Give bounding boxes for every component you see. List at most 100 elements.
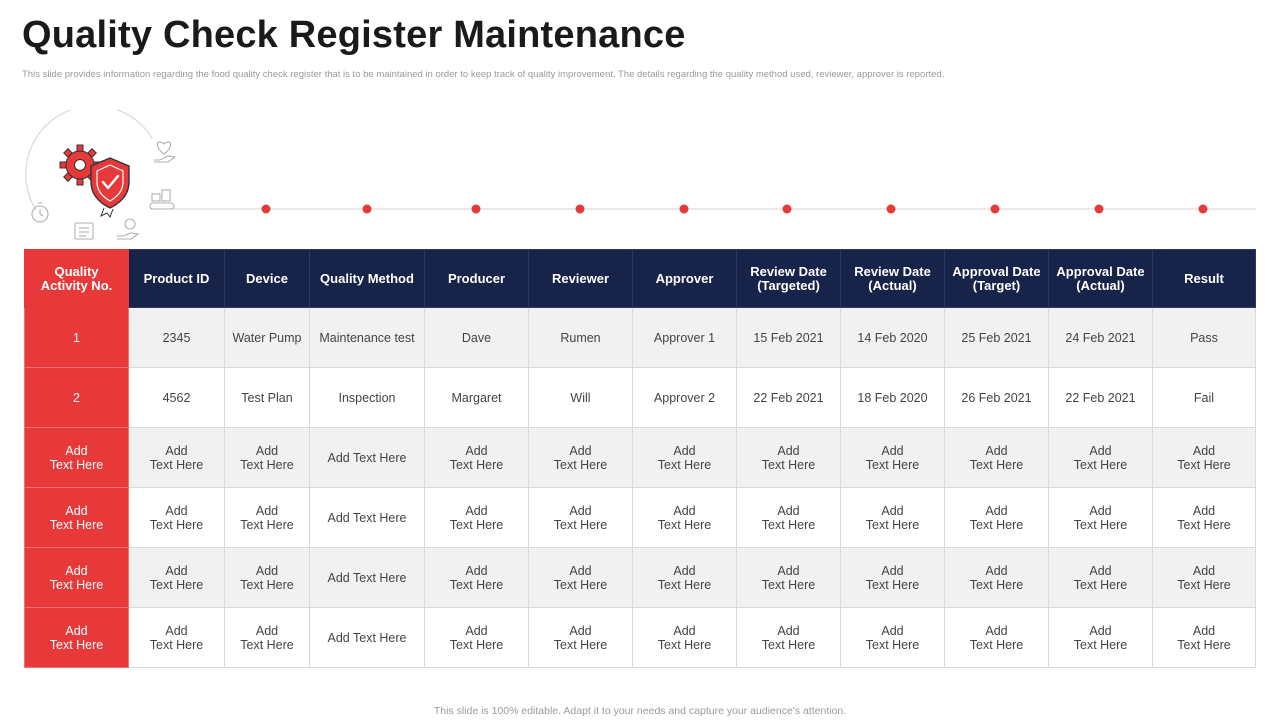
column-header: Approval Date (Target) xyxy=(944,249,1049,308)
table-cell: 22 Feb 2021 xyxy=(736,367,841,428)
table-cell: Approver 1 xyxy=(632,307,737,368)
table-cell: Add Text Here xyxy=(424,547,529,608)
table-cell: 22 Feb 2021 xyxy=(1048,367,1153,428)
table-cell: Add Text Here xyxy=(128,427,225,488)
activity-number-cell: Add Text Here xyxy=(24,547,129,608)
table-cell: Add Text Here xyxy=(309,607,425,668)
table-cell: Add Text Here xyxy=(224,427,310,488)
table-cell: Test Plan xyxy=(224,367,310,428)
table-cell: Add Text Here xyxy=(944,487,1049,548)
table-cell: Approver 2 xyxy=(632,367,737,428)
table-cell: Water Pump xyxy=(224,307,310,368)
table-cell: Fail xyxy=(1152,367,1256,428)
table-cell: Add Text Here xyxy=(840,607,945,668)
table-cell: Add Text Here xyxy=(128,487,225,548)
table-cell: Add Text Here xyxy=(424,427,529,488)
timeline-dot xyxy=(782,204,792,214)
table-row: 2 4562 Test Plan Inspection Margaret Will Appr… xyxy=(24,367,1256,428)
table-cell: Add Text Here xyxy=(309,487,425,548)
table-row: Add Text Here Add Text Here Add Text Here A… xyxy=(24,607,1256,668)
table-cell: Pass xyxy=(1152,307,1256,368)
table-cell: Dave xyxy=(424,307,529,368)
quality-register-table: Quality Activity No. Product ID Device Qual… xyxy=(24,249,1256,668)
table-cell: Add Text Here xyxy=(1048,487,1153,548)
table-cell: 14 Feb 2020 xyxy=(840,307,945,368)
table-cell: Add Text Here xyxy=(224,487,310,548)
column-header: Device xyxy=(224,249,310,308)
column-header: Reviewer xyxy=(528,249,633,308)
table-cell: Add Text Here xyxy=(632,427,737,488)
column-header: Review Date (Targeted) xyxy=(736,249,841,308)
table-cell: Add Text Here xyxy=(944,427,1049,488)
table-row: 1 2345 Water Pump Maintenance test Dave Rumen… xyxy=(24,307,1256,368)
table-cell: Add Text Here xyxy=(1048,427,1153,488)
table-cell: 26 Feb 2021 xyxy=(944,367,1049,428)
timeline-dot xyxy=(679,204,689,214)
table-cell: Margaret xyxy=(424,367,529,428)
column-header: Result xyxy=(1152,249,1256,308)
activity-number-cell: Add Text Here xyxy=(24,487,129,548)
table-cell: Add Text Here xyxy=(528,607,633,668)
table-cell: Add Text Here xyxy=(736,547,841,608)
conveyor-icon xyxy=(149,189,175,210)
table-cell: Add Text Here xyxy=(632,607,737,668)
table-cell: 18 Feb 2020 xyxy=(840,367,945,428)
table-cell: 15 Feb 2021 xyxy=(736,307,841,368)
column-header: Review Date (Actual) xyxy=(840,249,945,308)
timeline-dot xyxy=(261,204,271,214)
timeline-dot xyxy=(575,204,585,214)
timeline-dot xyxy=(362,204,372,214)
table-cell: Add Text Here xyxy=(736,427,841,488)
table-cell: Rumen xyxy=(528,307,633,368)
shield-check-icon xyxy=(90,157,130,219)
table-cell: Add Text Here xyxy=(424,487,529,548)
column-header: Quality Method xyxy=(309,249,425,308)
table-cell: Add Text Here xyxy=(736,607,841,668)
table-cell: Add Text Here xyxy=(1152,427,1256,488)
table-cell: Add Text Here xyxy=(736,487,841,548)
footer-note: This slide is 100% editable. Adapt it to… xyxy=(433,705,847,717)
column-header: Approver xyxy=(632,249,737,308)
timeline xyxy=(150,204,1256,214)
table-cell: Add Text Here xyxy=(944,547,1049,608)
column-header: Producer xyxy=(424,249,529,308)
table-cell: Maintenance test xyxy=(309,307,425,368)
activity-number-cell: 1 xyxy=(24,307,129,368)
table-cell: 4562 xyxy=(128,367,225,428)
table-cell: Add Text Here xyxy=(944,607,1049,668)
table-cell: Add Text Here xyxy=(128,547,225,608)
timeline-dot xyxy=(471,204,481,214)
hand-coin-icon xyxy=(117,218,140,240)
table-cell: 24 Feb 2021 xyxy=(1048,307,1153,368)
table-row: Add Text Here Add Text Here Add Text Here A… xyxy=(24,487,1256,548)
table-cell: 25 Feb 2021 xyxy=(944,307,1049,368)
table-cell: Add Text Here xyxy=(840,487,945,548)
table-header-row: Quality Activity No. Product ID Device Qual… xyxy=(24,249,1256,308)
activity-number-cell: 2 xyxy=(24,367,129,428)
column-header: Approval Date (Actual) xyxy=(1048,249,1153,308)
hand-heart-icon xyxy=(154,141,177,163)
timeline-dot xyxy=(886,204,896,214)
stopwatch-icon xyxy=(31,202,49,223)
page-title: Quality Check Register Maintenance xyxy=(22,14,686,56)
document-icon xyxy=(74,222,94,240)
table-cell: Add Text Here xyxy=(224,547,310,608)
activity-number-cell: Add Text Here xyxy=(24,427,129,488)
table-cell: Add Text Here xyxy=(1152,607,1256,668)
table-cell: Add Text Here xyxy=(1152,547,1256,608)
table-cell: Will xyxy=(528,367,633,428)
table-cell: Add Text Here xyxy=(840,547,945,608)
table-cell: Add Text Here xyxy=(309,427,425,488)
table-cell: 2345 xyxy=(128,307,225,368)
table-cell: Add Text Here xyxy=(528,547,633,608)
quality-graphic xyxy=(25,110,177,240)
table-cell: Inspection xyxy=(309,367,425,428)
page-subtitle: This slide provides information regardin… xyxy=(22,69,945,80)
orbit-arc xyxy=(25,110,153,211)
timeline-dot xyxy=(1198,204,1208,214)
table-cell: Add Text Here xyxy=(224,607,310,668)
table-cell: Add Text Here xyxy=(128,607,225,668)
timeline-dots xyxy=(261,204,1208,214)
timeline-dot xyxy=(990,204,1000,214)
table-cell: Add Text Here xyxy=(632,547,737,608)
